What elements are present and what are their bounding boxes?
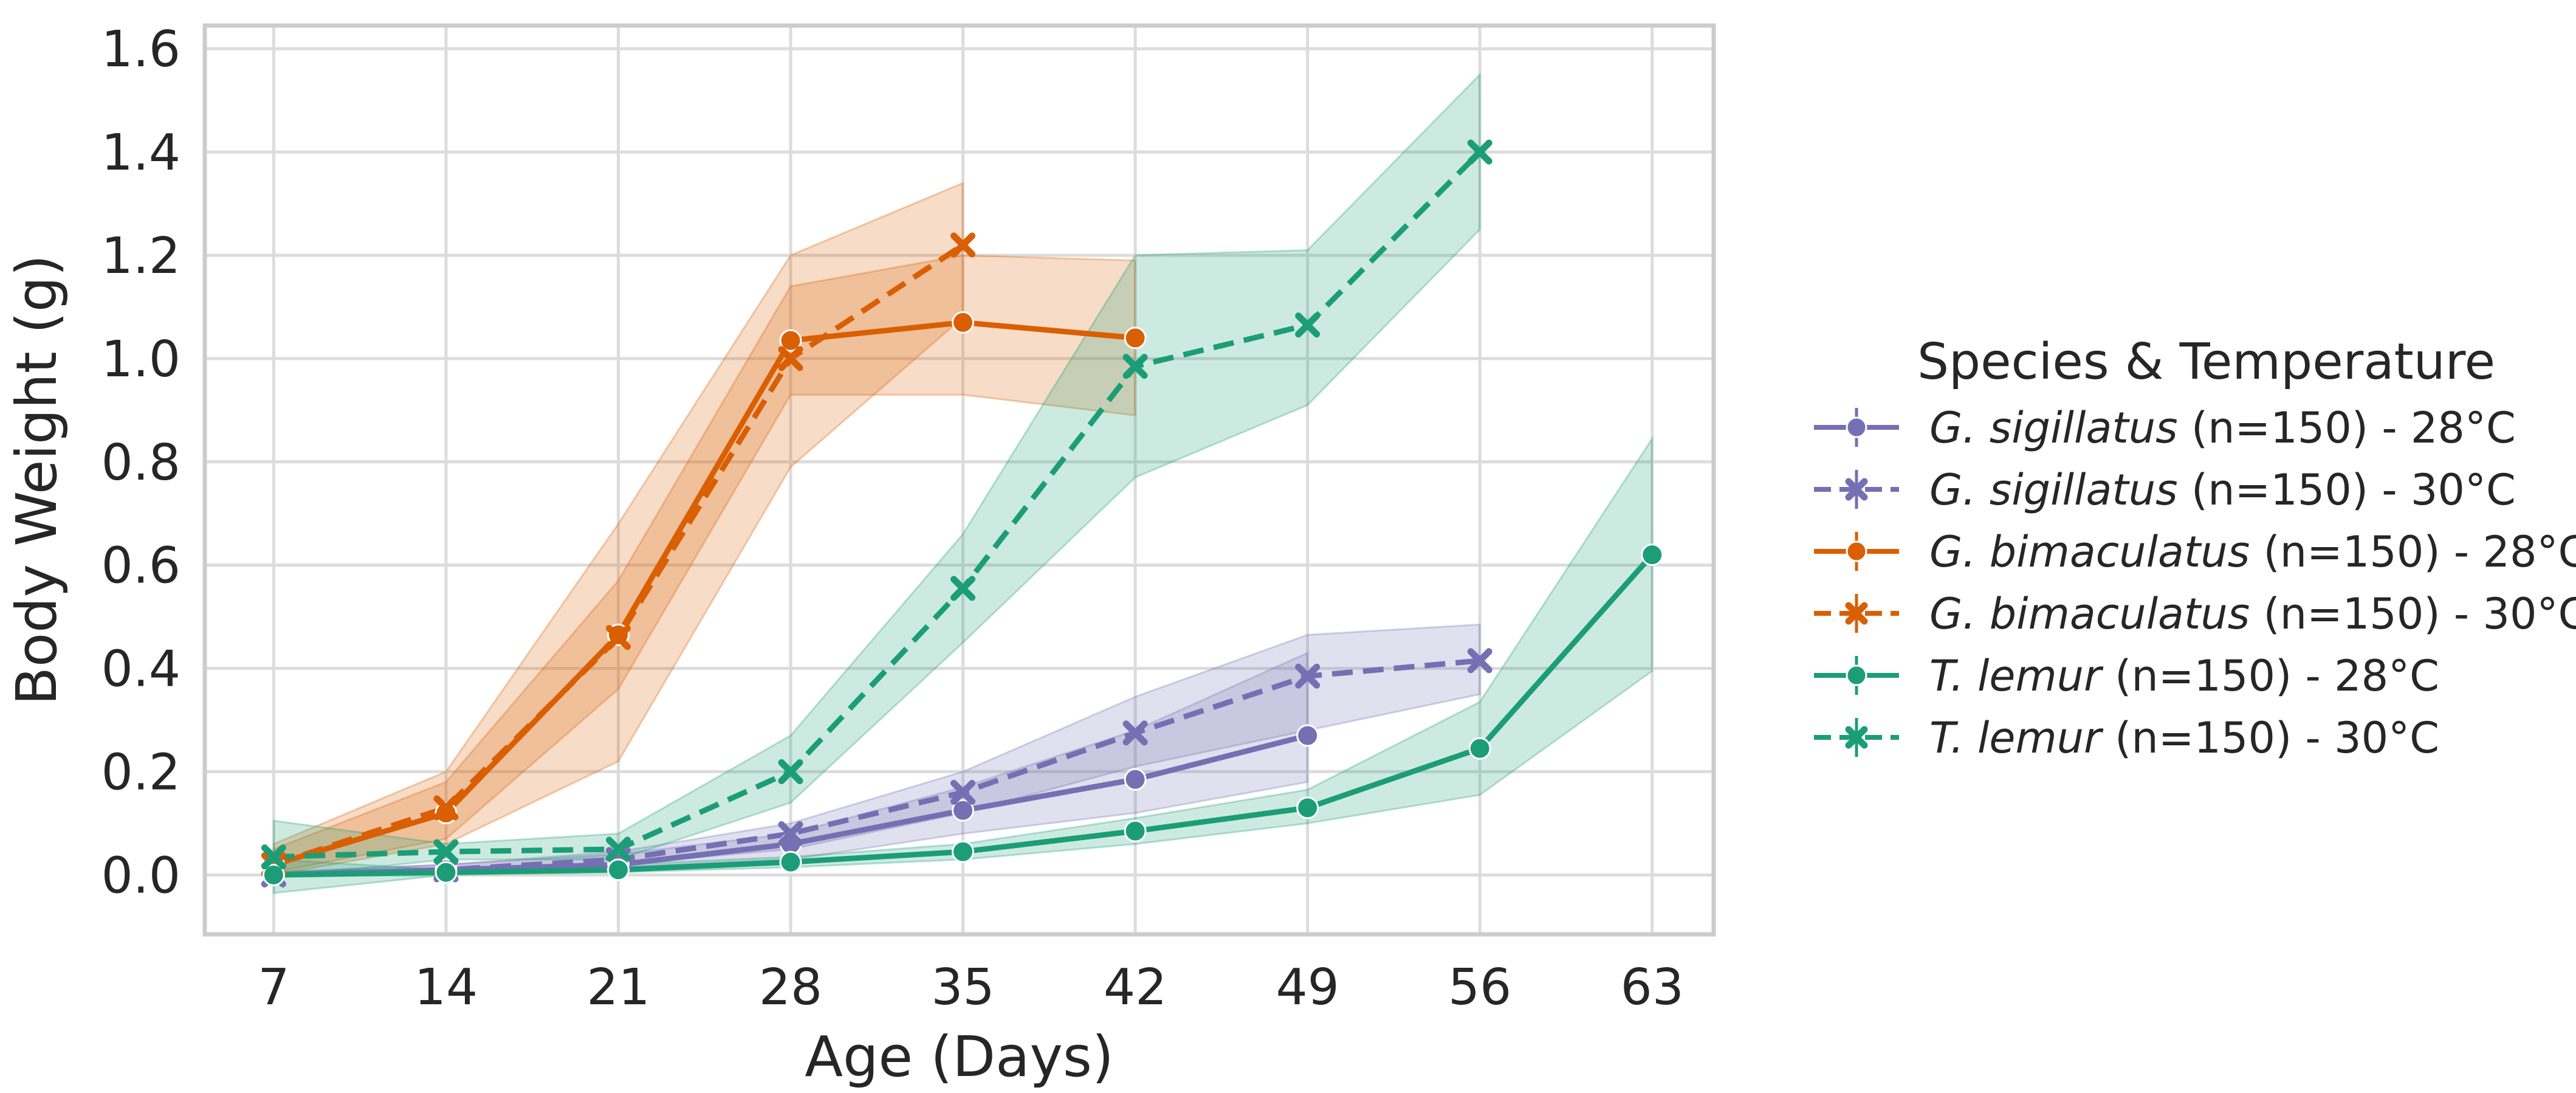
data-point-t-lemur-n-150-28-c [1296,796,1319,819]
legend-condition: (n=150) - 28°C [2250,527,2576,577]
series-line-g-bimaculatus-n-150-30-c [273,243,965,867]
data-point-t-lemur-n-150-30-c [1467,139,1492,165]
legend-species: G. sigillatus [1929,403,2178,453]
data-point-t-lemur-n-150-30-c [433,839,459,864]
y-tick-label: 1.4 [101,124,180,182]
legend-label: G. sigillatus (n=150) - 28°C [1929,403,2516,453]
x-tick-label: 56 [1448,959,1511,1016]
x-tick-label: 42 [1104,959,1167,1016]
series-markers [261,139,1664,888]
legend-item-g-sigillatus-n-150-28-c: G. sigillatus (n=150) - 28°C [1814,403,2516,453]
data-point-g-bimaculatus-n-150-28-c [1124,326,1147,350]
data-point-t-lemur-n-150-28-c [1468,737,1491,760]
y-tick-label: 0.6 [101,537,180,595]
y-tick-label: 1.6 [101,21,180,78]
y-tick-label: 0.4 [101,641,180,698]
x-tick-label: 63 [1621,959,1684,1016]
data-point-t-lemur-n-150-28-c [779,850,802,874]
data-point-g-sigillatus-n-150-28-c [1296,724,1319,747]
legend-label: G. sigillatus (n=150) - 30°C [1929,465,2516,515]
data-point-t-lemur-n-150-30-c [950,576,976,601]
x-tick-label: 21 [586,959,650,1016]
legend-marker-swatch [1845,478,1868,501]
data-point-t-lemur-n-150-28-c [262,863,285,886]
data-point-g-sigillatus-n-150-30-c [950,779,976,805]
legend-condition: (n=150) - 30°C [2101,713,2439,763]
x-tick-label: 7 [258,959,289,1016]
y-tick-label: 1.0 [101,331,180,388]
y-tick-label: 0.2 [101,743,180,801]
legend-species: G. bimaculatus [1929,527,2250,577]
y-tick-label: 0.8 [101,434,180,492]
y-tick-label: 0.0 [101,847,180,905]
legend-marker-swatch [1846,664,1867,686]
legend-condition: (n=150) - 30°C [2178,465,2516,515]
legend-species: T. lemur [1929,651,2104,701]
data-point-g-sigillatus-n-150-28-c [952,799,975,822]
data-point-t-lemur-n-150-28-c [1124,819,1147,843]
x-axis-label: Age (Days) [805,1024,1114,1089]
data-point-g-bimaculatus-n-150-30-c [778,346,803,371]
legend-marker-swatch [1845,726,1868,749]
series-line-g-sigillatus-n-150-30-c [273,658,1480,878]
legend-items: G. sigillatus (n=150) - 28°CG. sigillatu… [1814,403,2576,763]
x-tick-label: 49 [1276,959,1339,1016]
data-point-g-sigillatus-n-150-30-c [778,821,803,846]
data-point-t-lemur-n-150-30-c [778,759,803,784]
legend-item-t-lemur-n-150-28-c: T. lemur (n=150) - 28°C [1814,651,2439,701]
legend-marker-swatch [1846,540,1867,562]
y-axis-label: Body Weight (g) [4,255,69,705]
x-tick-label: 28 [759,959,822,1016]
plot-frame [202,23,1716,937]
series-line-g-bimaculatus-n-150-28-c [273,319,1136,867]
data-point-t-lemur-n-150-30-c [261,844,286,870]
legend-title: Species & Temperature [1917,333,2495,391]
data-point-t-lemur-n-150-28-c [952,840,975,863]
legend-label: T. lemur (n=150) - 28°C [1929,651,2439,701]
legend-label: T. lemur (n=150) - 30°C [1929,713,2439,763]
data-point-g-sigillatus-n-150-30-c [1122,720,1148,746]
legend-marker-swatch [1845,602,1868,625]
data-point-t-lemur-n-150-30-c [1122,354,1148,379]
data-point-g-bimaculatus-n-150-30-c [606,625,631,650]
data-point-g-bimaculatus-n-150-30-c [433,795,459,821]
y-tick-label: 1.2 [101,227,180,285]
data-point-t-lemur-n-150-28-c [606,858,630,881]
legend-item-g-bimaculatus-n-150-28-c: G. bimaculatus (n=150) - 28°C [1814,527,2576,577]
data-point-g-sigillatus-n-150-28-c [1124,768,1147,791]
x-tick-label: 14 [414,959,478,1016]
band-g-bimaculatus-n-150-28-c [272,254,1136,874]
series-line-t-lemur-n-150-30-c [273,150,1482,860]
data-point-g-bimaculatus-n-150-28-c [434,801,458,824]
legend-species: G. bimaculatus [1929,589,2250,639]
data-point-t-lemur-n-150-28-c [434,861,458,884]
legend-species: G. sigillatus [1929,465,2178,515]
legend: Species & Temperature G. sigillatus (n=1… [1814,333,2576,763]
legend-item-g-bimaculatus-n-150-30-c: G. bimaculatus (n=150) - 30°C [1814,589,2576,639]
legend-item-g-sigillatus-n-150-30-c: G. sigillatus (n=150) - 30°C [1814,465,2516,515]
legend-species: T. lemur [1929,713,2104,763]
legend-condition: (n=150) - 28°C [2178,403,2516,453]
data-point-g-sigillatus-n-150-30-c [1467,648,1492,674]
data-point-g-bimaculatus-n-150-28-c [779,329,802,352]
data-point-t-lemur-n-150-30-c [1295,312,1321,338]
legend-condition: (n=150) - 28°C [2101,651,2439,701]
grid-lines [205,26,1714,934]
data-point-g-bimaculatus-n-150-28-c [952,311,975,334]
x-tick-label: 35 [931,959,994,1016]
legend-marker-swatch [1846,416,1867,438]
band-t-lemur-n-150-30-c [272,72,1481,879]
legend-label: G. bimaculatus (n=150) - 28°C [1929,527,2576,577]
data-point-g-sigillatus-n-150-30-c [1295,663,1321,689]
data-point-g-bimaculatus-n-150-30-c [950,232,976,258]
legend-item-t-lemur-n-150-30-c: T. lemur (n=150) - 30°C [1814,713,2439,763]
data-point-t-lemur-n-150-28-c [1641,543,1664,567]
data-point-t-lemur-n-150-30-c [606,836,631,862]
tick-labels: 7 14 21 28 35 42 49 56 63 0.0 0.2 0.4 0.6 0.8 1.0 1.2 1.… [101,21,1684,1016]
legend-condition: (n=150) - 30°C [2250,589,2576,639]
legend-label: G. bimaculatus (n=150) - 30°C [1929,589,2576,639]
